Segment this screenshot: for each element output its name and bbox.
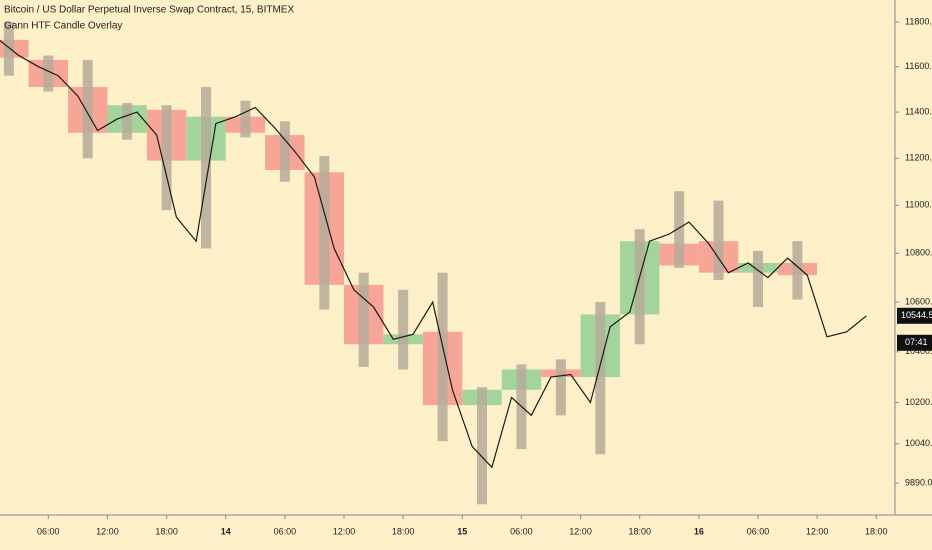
htf-candle-wick xyxy=(122,102,133,140)
y-tick-label: 10040.0 xyxy=(905,438,932,448)
htf-candle-wick xyxy=(398,289,409,370)
y-tick-label: 11200.0 xyxy=(905,153,932,163)
htf-candle-wick xyxy=(3,22,14,76)
x-tick-label: 16 xyxy=(694,526,704,536)
x-tick-label: 12:00 xyxy=(806,526,829,536)
htf-candle-wick xyxy=(634,229,645,345)
htf-candle-wick xyxy=(161,105,172,211)
htf-candle-wick xyxy=(713,200,724,281)
x-tick-label: 18:00 xyxy=(865,526,888,536)
y-tick-label: 10800.0 xyxy=(905,248,932,258)
htf-candle-wick xyxy=(476,387,487,505)
htf-candle-wick xyxy=(201,87,212,249)
htf-candle-wick xyxy=(319,155,330,310)
x-tick-label: 06:00 xyxy=(510,526,533,536)
x-tick-label: 12:00 xyxy=(333,526,356,536)
countdown-label: 07:41 xyxy=(905,337,928,347)
last-price-box xyxy=(897,307,932,324)
htf-candle-wick xyxy=(358,272,369,367)
x-tick-label: 14 xyxy=(221,526,231,536)
x-tick-label: 18:00 xyxy=(155,526,178,536)
y-tick-label: 10400.0 xyxy=(905,346,932,356)
htf-candle-wick xyxy=(555,359,566,416)
x-tick-label: 06:00 xyxy=(747,526,770,536)
x-tick-label: 18:00 xyxy=(628,526,651,536)
countdown-box xyxy=(897,334,932,351)
htf-candle-wick xyxy=(240,100,251,138)
y-tick-label: 11000.0 xyxy=(905,200,932,210)
y-tick-label: 11800.0 xyxy=(905,16,932,26)
indicator-name: Gann HTF Candle Overlay xyxy=(4,21,122,32)
y-tick-label: 11400.0 xyxy=(905,106,932,116)
last-price-label: 10544.5 xyxy=(901,310,932,320)
x-tick-label: 12:00 xyxy=(96,526,119,536)
x-tick-label: 12:00 xyxy=(569,526,592,536)
htf-candle-wick xyxy=(595,302,606,455)
y-tick-label: 10600.0 xyxy=(905,296,932,306)
htf-candle-wick xyxy=(82,59,93,159)
price-line xyxy=(0,39,867,469)
y-tick-label: 10200.0 xyxy=(905,397,932,407)
htf-candle-wick xyxy=(674,191,685,268)
htf-candle-wick xyxy=(437,272,448,442)
htf-candle-wick xyxy=(792,241,803,300)
htf-candle-wick xyxy=(43,55,54,92)
x-tick-label: 06:00 xyxy=(274,526,297,536)
x-tick-label: 06:00 xyxy=(37,526,60,536)
htf-candle-wick xyxy=(752,250,763,308)
x-tick-label: 15 xyxy=(457,526,467,536)
y-tick-label: 9890.0 xyxy=(905,477,932,487)
y-tick-label: 11600.0 xyxy=(905,61,932,71)
chart-title: Bitcoin / US Dollar Perpetual Inverse Sw… xyxy=(4,5,294,16)
x-tick-label: 18:00 xyxy=(392,526,415,536)
plot-area xyxy=(0,22,867,505)
htf-candle-wick xyxy=(279,121,290,182)
